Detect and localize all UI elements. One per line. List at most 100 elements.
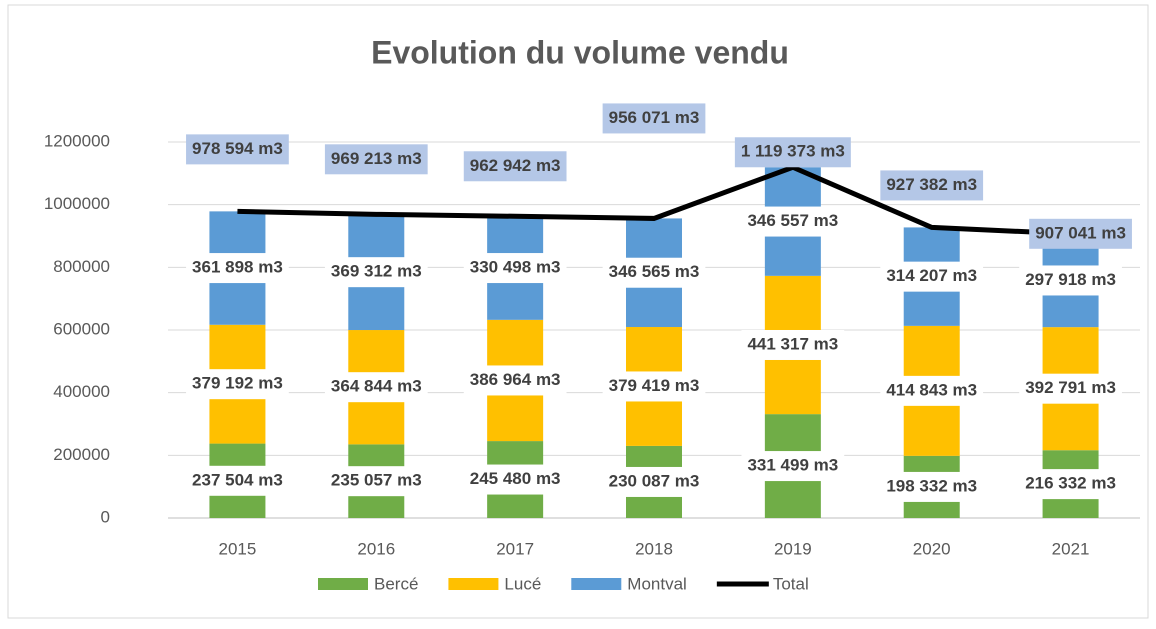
data-label: 314 207 m3 bbox=[880, 261, 984, 292]
label-box bbox=[1019, 373, 1122, 404]
data-label: 392 791 m3 bbox=[1019, 373, 1122, 404]
data-label-text: 235 057 m3 bbox=[331, 471, 422, 490]
data-label: 235 057 m3 bbox=[324, 466, 428, 497]
data-label: 230 087 m3 bbox=[602, 466, 706, 497]
data-label-text: 379 192 m3 bbox=[192, 374, 283, 393]
data-label: 216 332 m3 bbox=[1019, 469, 1122, 500]
data-label: 297 918 m3 bbox=[1019, 265, 1122, 296]
data-label: 969 213 m3 bbox=[324, 144, 428, 175]
data-label-text: 969 213 m3 bbox=[331, 149, 422, 168]
label-box bbox=[463, 253, 567, 284]
data-label: 198 332 m3 bbox=[880, 471, 984, 502]
label-box bbox=[324, 144, 428, 175]
data-label-text: 369 312 m3 bbox=[331, 262, 422, 281]
data-label-text: 331 499 m3 bbox=[747, 456, 838, 475]
data-label: 379 419 m3 bbox=[602, 371, 706, 402]
label-box bbox=[880, 471, 984, 502]
data-label-text: 245 480 m3 bbox=[470, 469, 561, 488]
y-tick-label: 200000 bbox=[53, 445, 110, 464]
y-tick-label: 600000 bbox=[53, 319, 110, 338]
data-label: 379 192 m3 bbox=[186, 369, 289, 400]
data-label-text: 198 332 m3 bbox=[886, 476, 977, 495]
y-tick-label: 0 bbox=[101, 507, 110, 526]
data-label: 331 499 m3 bbox=[741, 451, 845, 482]
data-label: 978 594 m3 bbox=[186, 134, 289, 165]
label-box bbox=[741, 451, 845, 482]
data-label-text: 314 207 m3 bbox=[886, 266, 977, 285]
legend-label: Montval bbox=[627, 574, 687, 593]
label-box bbox=[324, 257, 428, 288]
label-box bbox=[734, 137, 851, 168]
label-box bbox=[880, 170, 984, 201]
label-box bbox=[463, 151, 567, 182]
data-label: 956 071 m3 bbox=[602, 103, 706, 134]
legend-swatch bbox=[448, 578, 499, 590]
label-box bbox=[324, 372, 428, 403]
data-label: 386 964 m3 bbox=[463, 365, 567, 396]
x-tick-label: 2016 bbox=[357, 539, 395, 558]
label-box bbox=[463, 365, 567, 396]
data-label: 364 844 m3 bbox=[324, 372, 428, 403]
data-label-text: 962 942 m3 bbox=[470, 156, 561, 175]
data-label: 441 317 m3 bbox=[741, 329, 845, 360]
legend-label: Total bbox=[773, 574, 809, 593]
data-label-text: 330 498 m3 bbox=[470, 258, 561, 277]
y-tick-label: 1000000 bbox=[44, 194, 110, 213]
label-box bbox=[602, 466, 706, 497]
label-box bbox=[186, 253, 289, 284]
data-label-text: 392 791 m3 bbox=[1025, 378, 1116, 397]
data-label: 245 480 m3 bbox=[463, 464, 567, 495]
data-label: 237 504 m3 bbox=[186, 465, 289, 496]
data-label-text: 907 041 m3 bbox=[1035, 223, 1126, 242]
x-tick-label: 2015 bbox=[219, 539, 257, 558]
data-label-text: 230 087 m3 bbox=[609, 471, 700, 490]
data-label-text: 956 071 m3 bbox=[609, 108, 700, 127]
data-label: 330 498 m3 bbox=[463, 253, 567, 284]
data-label: 907 041 m3 bbox=[1029, 218, 1132, 249]
data-label: 414 843 m3 bbox=[880, 375, 984, 406]
chart-title: Evolution du volume vendu bbox=[371, 34, 789, 70]
data-label-text: 297 918 m3 bbox=[1025, 270, 1116, 289]
data-label-text: 441 317 m3 bbox=[747, 334, 838, 353]
y-tick-label: 400000 bbox=[53, 382, 110, 401]
label-box bbox=[186, 134, 289, 165]
data-label-text: 216 332 m3 bbox=[1025, 474, 1116, 493]
data-label-text: 346 557 m3 bbox=[747, 211, 838, 230]
data-label: 369 312 m3 bbox=[324, 257, 428, 288]
label-box bbox=[602, 257, 706, 288]
x-tick-label: 2019 bbox=[774, 539, 812, 558]
data-label: 346 565 m3 bbox=[602, 257, 706, 288]
label-box bbox=[741, 206, 845, 237]
x-tick-label: 2018 bbox=[635, 539, 673, 558]
data-label-text: 361 898 m3 bbox=[192, 258, 283, 277]
label-box bbox=[324, 466, 428, 497]
y-tick-label: 800000 bbox=[53, 257, 110, 276]
label-box bbox=[186, 465, 289, 496]
data-label-text: 927 382 m3 bbox=[886, 175, 977, 194]
data-label-text: 978 594 m3 bbox=[192, 139, 283, 158]
label-box bbox=[880, 375, 984, 406]
label-box bbox=[741, 329, 845, 360]
label-box bbox=[1029, 218, 1132, 249]
data-label-text: 237 504 m3 bbox=[192, 470, 283, 489]
data-label: 927 382 m3 bbox=[880, 170, 984, 201]
label-box bbox=[880, 261, 984, 292]
x-tick-label: 2017 bbox=[496, 539, 534, 558]
label-box bbox=[463, 464, 567, 495]
data-label: 361 898 m3 bbox=[186, 253, 289, 284]
label-box bbox=[1019, 469, 1122, 500]
data-label: 962 942 m3 bbox=[463, 151, 567, 182]
y-tick-label: 1200000 bbox=[44, 131, 110, 150]
label-box bbox=[1019, 265, 1122, 296]
data-label: 346 557 m3 bbox=[741, 206, 845, 237]
label-box bbox=[186, 369, 289, 400]
legend-swatch bbox=[571, 578, 622, 590]
legend-swatch bbox=[318, 578, 368, 590]
data-label-text: 364 844 m3 bbox=[331, 377, 422, 396]
data-label: 1 119 373 m3 bbox=[734, 137, 851, 168]
chart-frame bbox=[7, 4, 1149, 619]
data-label-text: 414 843 m3 bbox=[886, 380, 977, 399]
data-label-text: 1 119 373 m3 bbox=[741, 142, 845, 161]
label-box bbox=[602, 371, 706, 402]
